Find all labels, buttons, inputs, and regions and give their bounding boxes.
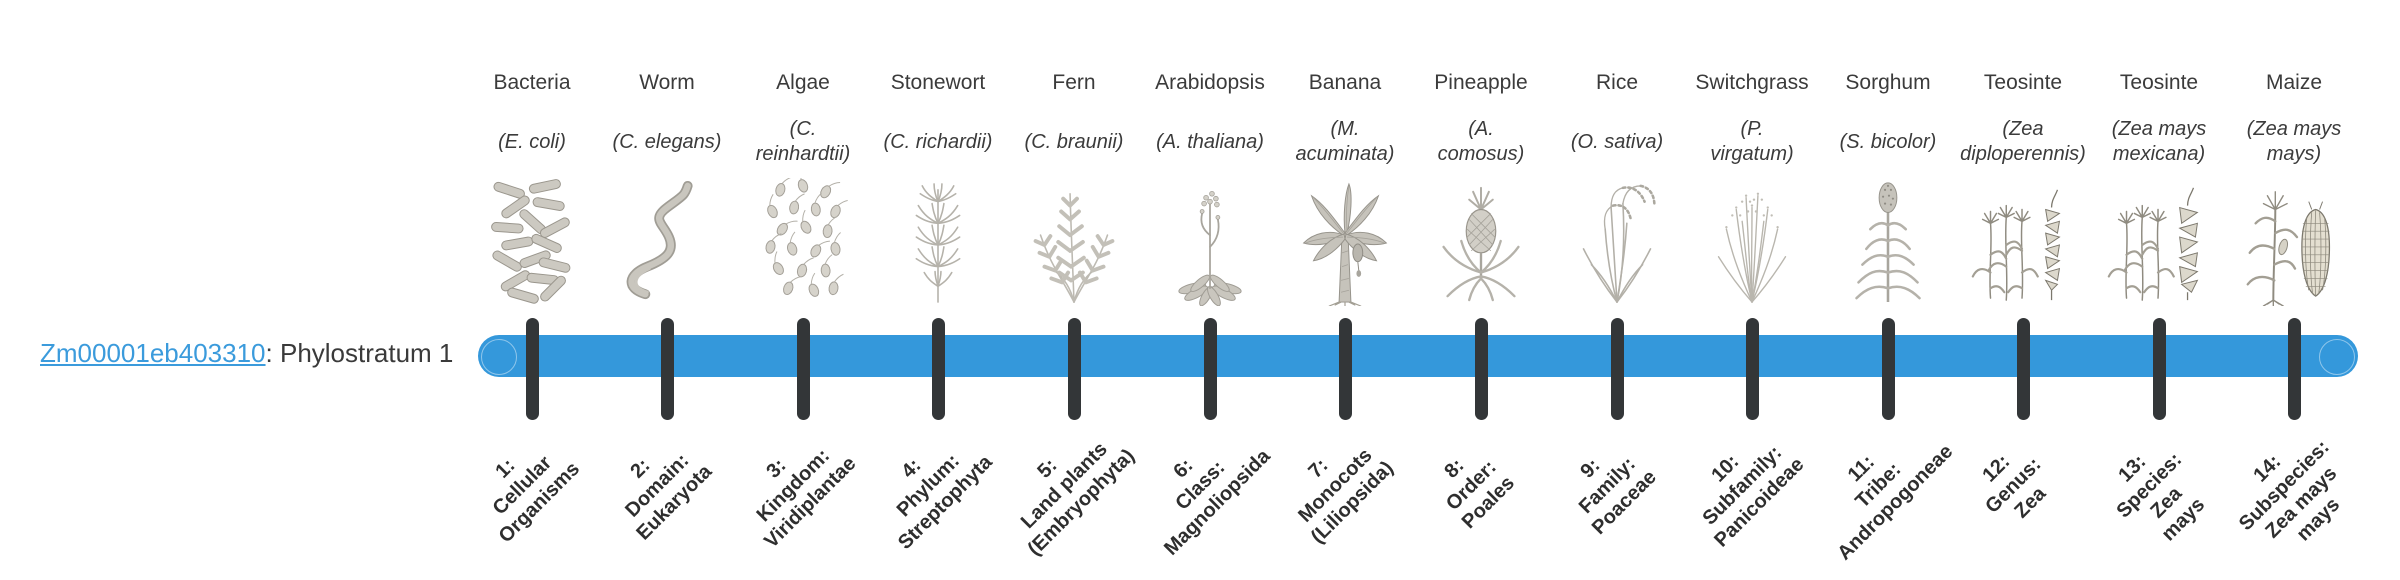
timeline-bar [478,335,2358,377]
organism-common-name: Rice [1595,71,1638,94]
sorghum-icon [1839,178,1937,306]
organism-scientific-name: (E. coli) [498,130,566,153]
worm-icon [618,178,716,306]
bacteria-icon [488,178,577,306]
organism-common-name: Algae [776,71,830,94]
timeline-tick [1746,318,1759,420]
rice-icon [1568,178,1666,306]
teosinte-icon [1969,178,2077,306]
organism-scientific-name: (C. elegans) [612,130,722,153]
organism-common-name: Stonewort [890,71,986,94]
fern-icon [1025,178,1123,306]
timeline-tick [2153,318,2166,420]
timeline-tick [1611,318,1624,420]
stratum-label: 4: Phylum: Streptophyta [892,449,997,554]
timeline-tick [526,318,539,420]
stratum-label: 13: Species: Zea mays [2112,448,2210,546]
organism-scientific-name: (C. richardii) [883,130,993,153]
timeline-tick [932,318,945,420]
timeline-tick [1068,318,1081,420]
stratum-label: 9: Family: Poaceae [1574,453,1661,540]
organism-common-name: Maize [2265,71,2323,94]
organism-scientific-name: (C. reinhardtii) [755,118,851,165]
stratum-label: 5: Land plants (Embryophyta) [1016,438,1139,561]
organism-common-name: Switchgrass [1695,71,1809,94]
organism-scientific-name: (Zea mays mays) [2246,118,2342,165]
organism-scientific-name: (C. braunii) [1024,130,1124,153]
organism-scientific-name: (O. sativa) [1570,130,1664,153]
organism-common-name: Teosinte [1983,71,2063,94]
timeline-tick [1339,318,1352,420]
timeline-tick [2288,318,2301,420]
organism-scientific-name: (P. virgatum) [1710,118,1794,165]
timeline-tick [1204,318,1217,420]
stratum-label: 2: Domain: Eukaryota [621,449,717,545]
switchgrass-icon [1703,178,1801,306]
organism-common-name: Fern [1052,71,1096,94]
algae-icon [759,178,848,306]
organism-common-name: Banana [1308,71,1382,94]
organism-common-name: Bacteria [493,71,571,94]
gene-label: Zm00001eb403310: Phylostratum 1 [40,338,453,369]
stratum-label: 8: Order: Poales [1440,454,1519,534]
banana-icon [1296,178,1394,306]
phylostratum-text: : Phylostratum 1 [265,338,454,368]
stratum-label: 3: Kingdom: Viridiplantae [752,444,861,553]
stratum-label: 11: Tribe: Andropogoneae [1833,440,1958,565]
teosinte-icon [2105,178,2213,306]
organism-scientific-name: (M. acuminata) [1295,118,1395,165]
organism-names: Bacteria (E. coli) [462,70,602,174]
maize-icon [2240,178,2348,306]
gene-id-link[interactable]: Zm00001eb403310 [40,338,266,368]
arabidopsis-icon [1161,178,1259,306]
organism-scientific-name: (A. thaliana) [1156,130,1264,153]
organism-common-name: Arabidopsis [1155,71,1265,94]
organism-common-name: Sorghum [1845,71,1931,94]
timeline-tick [661,318,674,420]
timeline-tick [1475,318,1488,420]
organism-common-name: Worm [639,71,695,94]
stratum-label: 1: Cellular Organisms [488,451,585,548]
organism-scientific-name: (Zea diploperennis) [1960,118,2086,165]
stonewort-icon [889,178,987,306]
organism-common-name: Teosinte [2119,71,2199,94]
timeline-tick [2017,318,2030,420]
organism-scientific-name: (S. bicolor) [1839,130,1937,153]
organism-scientific-name: (Zea mays mexicana) [2111,118,2207,165]
stratum-label: 12: Genus: Zea [1978,450,2051,523]
stratum-label: 6: Class: Magnoliopsida [1160,445,1275,560]
stratum-label: 10: Subfamily: Panicoideae [1698,441,1809,552]
organism-scientific-name: (A. comosus) [1437,118,1525,165]
pineapple-icon [1432,178,1530,306]
stratum-label: 7: Monocots (Liliopsida) [1294,444,1398,549]
timeline-tick [1882,318,1895,420]
organism-common-name: Pineapple [1434,71,1528,94]
timeline-tick [797,318,810,420]
